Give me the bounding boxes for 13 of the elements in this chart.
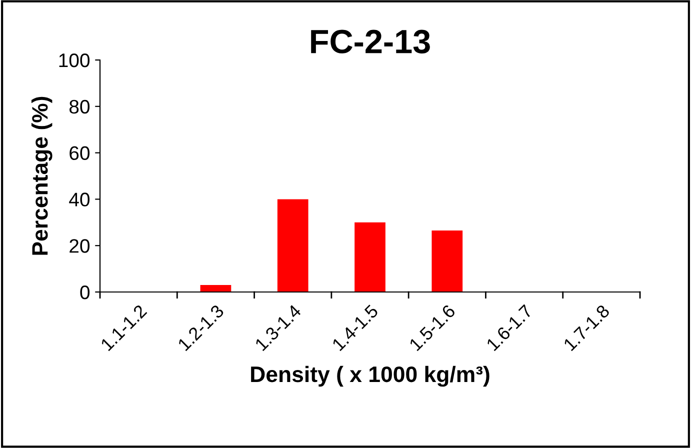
y-tick-label: 20 [70,239,90,253]
y-tick-label: 80 [69,100,90,114]
bar [432,230,463,292]
y-tick-label: 100 [59,53,90,68]
x-axis-title: Density ( x 1000 kg/m³) [251,366,490,387]
y-tick-label: 60 [70,146,90,160]
chart-title: FC-2-13 [311,30,430,54]
y-tick-label: 0 [80,285,90,300]
y-axis-title: Percentage (%) [31,96,52,255]
bar [200,285,232,292]
y-tick-label: 40 [69,192,90,206]
bar [277,199,308,292]
bar [354,222,386,292]
